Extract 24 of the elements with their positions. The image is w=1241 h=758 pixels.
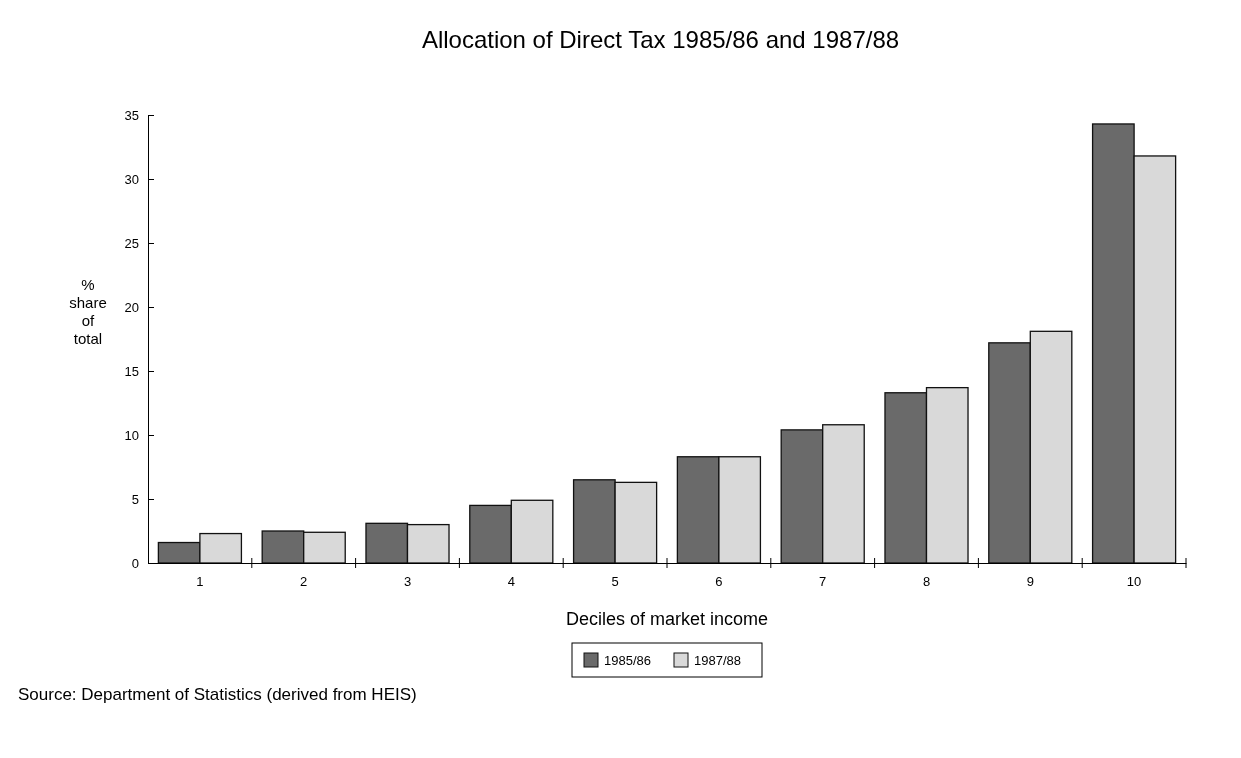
y-tick-label: 30 [124,171,139,187]
y-tick-label: 35 [124,107,139,123]
y-tick-label: 10 [124,427,139,443]
legend-label: 1987/88 [694,653,741,668]
x-tick-label: 4 [507,574,515,590]
x-tick-label: 10 [1126,574,1142,590]
x-axis-title: Deciles of market income [565,609,769,629]
source-note: Source: Department of Statistics (derived from HEIS) [18,685,417,704]
y-tick-label: 5 [131,491,139,507]
x-tick-label: 3 [403,574,412,590]
chart-title: Allocation of Direct Tax 1985/86 and 1987/88 [421,26,900,53]
x-tick-label: 9 [1026,574,1034,590]
y-tick-label: 15 [124,363,139,379]
y-tick-label: 0 [131,555,139,571]
x-tick-label: 2 [300,574,308,590]
x-tick-label: 1 [196,574,204,590]
x-tick-label: 6 [715,574,723,590]
y-tick-label: 25 [124,235,139,251]
x-tick-label: 7 [819,574,827,590]
y-axis-title: % share of total [69,276,107,347]
legend-label: 1985/86 [604,653,651,668]
x-tick-label: 5 [611,574,619,590]
y-tick-label: 20 [124,299,139,315]
x-tick-label: 8 [922,574,931,590]
